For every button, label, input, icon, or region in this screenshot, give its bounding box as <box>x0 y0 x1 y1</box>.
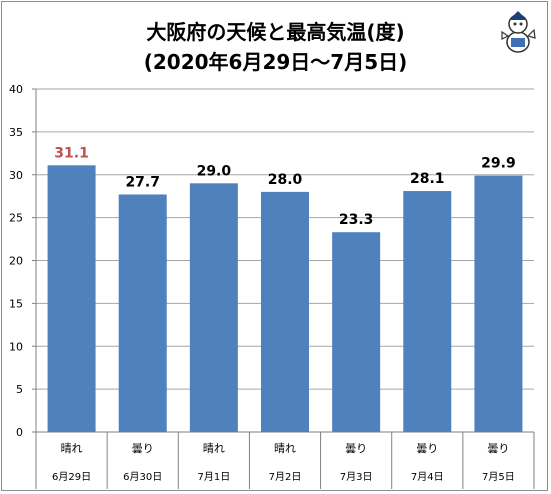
bar <box>332 232 381 432</box>
y-tick-label: 10 <box>9 340 23 353</box>
weather-label: 晴れ <box>61 442 83 455</box>
data-label: 27.7 <box>125 174 160 190</box>
x-tick-label: 6月30日 <box>123 471 162 483</box>
weather-label: 曇り <box>416 442 438 455</box>
bar <box>403 191 452 432</box>
chart-subtitle: (2020年6月29日～7月5日) <box>143 50 408 74</box>
weather-label: 晴れ <box>203 442 225 455</box>
y-tick-label: 30 <box>9 169 23 182</box>
x-tick-label: 7月5日 <box>482 471 515 483</box>
y-tick-label: 15 <box>9 297 23 310</box>
weather-label: 晴れ <box>274 442 296 455</box>
data-label: 28.0 <box>268 172 303 188</box>
x-tick-label: 7月2日 <box>269 471 302 483</box>
y-tick-label: 40 <box>9 83 23 96</box>
data-label: 23.3 <box>339 212 374 228</box>
bar <box>118 194 167 432</box>
x-tick-label: 7月3日 <box>340 471 373 483</box>
y-tick-label: 25 <box>9 212 23 225</box>
y-tick-label: 0 <box>16 426 23 439</box>
x-tick-label: 7月4日 <box>411 471 444 483</box>
x-tick-label: 6月29日 <box>52 471 91 483</box>
weather-label: 曇り <box>487 442 509 455</box>
data-label: 31.1 <box>54 145 89 161</box>
y-tick-label: 5 <box>16 383 23 396</box>
data-label: 29.9 <box>481 156 516 172</box>
bar <box>474 175 523 433</box>
data-label: 28.1 <box>410 171 445 187</box>
y-tick-label: 35 <box>9 126 23 139</box>
chart-title: 大阪府の天候と最高気温(度) <box>146 20 405 44</box>
bar <box>189 183 238 432</box>
weather-label: 曇り <box>345 442 367 455</box>
x-tick-label: 7月1日 <box>197 471 230 483</box>
data-label: 29.0 <box>197 163 232 179</box>
y-tick-label: 20 <box>9 255 23 268</box>
mascot-icon <box>501 11 536 53</box>
weather-label: 曇り <box>132 442 154 455</box>
bar <box>261 191 309 432</box>
bar <box>47 165 96 432</box>
